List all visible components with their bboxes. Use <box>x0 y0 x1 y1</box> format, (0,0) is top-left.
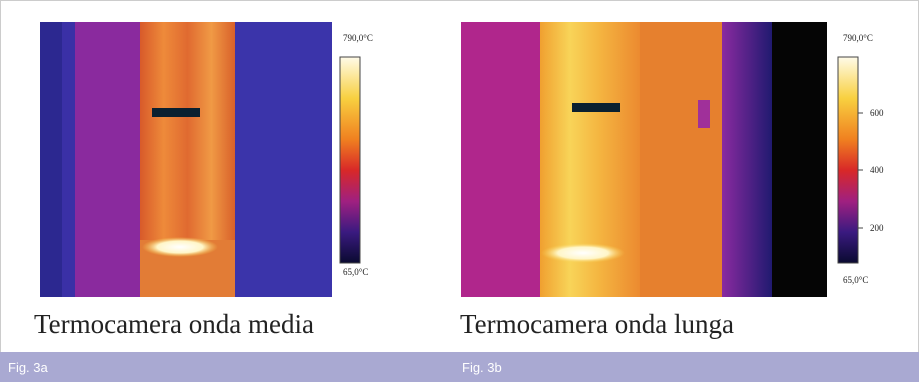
figure-label: Fig. 3b <box>462 360 502 375</box>
scale-min: 65,0°C <box>843 275 868 285</box>
thermal-image-b <box>461 22 827 297</box>
figure-label: Fig. 3a <box>8 360 49 375</box>
caption: Termocamera onda lunga <box>460 309 734 339</box>
footer-bar <box>0 352 919 382</box>
scale-tick-label: 400 <box>870 165 884 175</box>
thermal-image-a <box>40 22 332 297</box>
color-scale <box>340 57 360 263</box>
scale-max: 790,0°C <box>843 33 873 43</box>
page: {"panels": [ {"scale_max": "790,0°C", "s… <box>0 0 919 382</box>
caption: Termocamera onda media <box>34 309 314 339</box>
color-scale <box>838 57 858 263</box>
scale-tick-label: 600 <box>870 108 884 118</box>
scale-max: 790,0°C <box>343 33 373 43</box>
figure: 790,0°C 65,0°C Termocamera onda media 79… <box>0 0 919 382</box>
scale-tick-label: 200 <box>870 223 884 233</box>
scale-min: 65,0°C <box>343 267 368 277</box>
